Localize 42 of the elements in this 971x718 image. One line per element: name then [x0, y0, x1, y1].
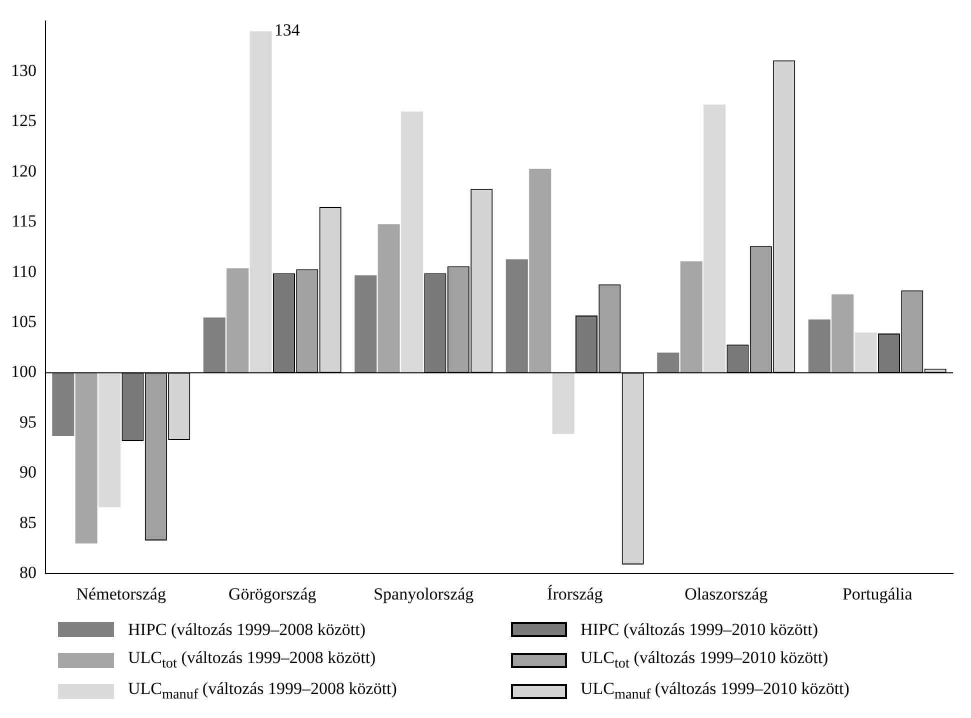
legend-label: ULC$_{manuf}$ (változás 1999–2010 között) [580, 679, 850, 704]
annotation: 134 [274, 20, 300, 40]
bar [808, 319, 830, 373]
y-tick-label: 90 [20, 462, 36, 482]
x-tick-label: Portugália [842, 584, 913, 604]
bar [98, 372, 121, 508]
bar [52, 372, 74, 436]
legend-label: HIPC (változás 1999–2010 között) [580, 620, 818, 640]
x-tick-label: Görögország [228, 584, 317, 604]
bar [75, 372, 98, 544]
x-tick-label: Írország [547, 584, 604, 604]
bar [250, 31, 272, 373]
legend-label: ULC$_{tot}$ (változás 1999–2008 között) [128, 648, 376, 673]
x-tick-label: Olaszország [684, 584, 768, 604]
bar [378, 224, 400, 373]
bar [680, 261, 702, 373]
y-tick-label: 125 [11, 111, 36, 130]
y-tick-label: 115 [12, 212, 36, 231]
x-tick-label: Spanyolország [374, 584, 474, 604]
legend-label: ULC$_{tot}$ (változás 1999–2010 között) [580, 648, 828, 673]
y-tick-label: 120 [11, 161, 36, 180]
bar [854, 332, 877, 373]
bar [354, 275, 377, 373]
y-tick-label: 130 [11, 60, 36, 80]
y-tick-label: 80 [20, 563, 36, 582]
bar [657, 352, 680, 373]
y-tick-label: 100 [11, 362, 36, 382]
bar [529, 168, 552, 373]
bar [506, 259, 528, 373]
y-tick-label: 110 [12, 262, 36, 281]
bar [832, 294, 854, 373]
legend-label: ULC$_{manuf}$ (változás 1999–2008 között) [128, 679, 397, 704]
y-tick-label: 95 [20, 412, 36, 432]
legend-label: HIPC (változás 1999–2008 között) [128, 620, 366, 640]
bar [552, 372, 574, 434]
y-tick-label: 105 [11, 312, 36, 331]
bar [401, 112, 424, 373]
bar [704, 104, 726, 373]
y-tick-label: 85 [20, 512, 36, 532]
bar [226, 268, 249, 373]
x-tick-label: Németország [76, 584, 166, 604]
bar [203, 317, 226, 373]
